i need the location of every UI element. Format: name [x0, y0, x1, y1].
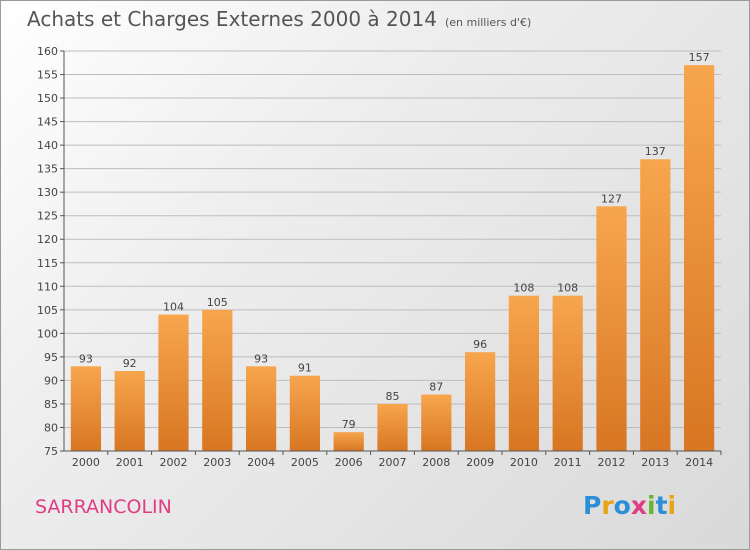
logo-letter: r — [601, 491, 614, 520]
value-label: 93 — [79, 352, 93, 365]
y-tick-label: 85 — [44, 398, 58, 411]
value-label: 127 — [601, 192, 622, 205]
bar-2000[interactable] — [70, 366, 102, 451]
y-tick-label: 100 — [37, 327, 58, 340]
x-tick-label: 2012 — [598, 456, 626, 469]
bar-2005[interactable] — [289, 375, 321, 451]
logo-letter: P — [583, 491, 602, 520]
value-label: 93 — [254, 352, 268, 365]
value-label: 105 — [207, 296, 228, 309]
bar-2003[interactable] — [202, 309, 233, 451]
y-tick-label: 150 — [37, 92, 58, 105]
logo-letter: o — [613, 491, 631, 520]
y-tick-label: 135 — [37, 163, 58, 176]
bar-2012[interactable] — [596, 206, 627, 451]
x-tick-label: 2014 — [685, 456, 713, 469]
value-label: 108 — [557, 282, 578, 295]
y-tick-label: 140 — [37, 139, 58, 152]
x-tick-label: 2006 — [335, 456, 363, 469]
value-label: 137 — [645, 145, 666, 158]
y-tick-label: 130 — [37, 186, 58, 199]
bar-2009[interactable] — [464, 352, 496, 451]
y-tick-label: 80 — [44, 421, 58, 434]
bar-2010[interactable] — [508, 295, 540, 451]
value-label: 85 — [386, 390, 400, 403]
y-tick-label: 105 — [37, 304, 58, 317]
value-label: 91 — [298, 362, 312, 375]
x-tick-label: 2010 — [510, 456, 538, 469]
value-label: 87 — [429, 381, 443, 394]
bar-2008[interactable] — [421, 394, 452, 451]
value-label: 108 — [513, 282, 534, 295]
x-tick-label: 2000 — [72, 456, 100, 469]
bar-2007[interactable] — [377, 403, 408, 451]
y-tick-label: 120 — [37, 233, 58, 246]
value-label: 79 — [342, 418, 356, 431]
bar-2006[interactable] — [333, 432, 364, 451]
logo-letter: i — [647, 491, 656, 520]
y-tick-label: 125 — [37, 210, 58, 223]
chart-title: Achats et Charges Externes 2000 à 2014 (e… — [27, 7, 531, 31]
x-tick-label: 2003 — [203, 456, 231, 469]
proxiti-logo[interactable]: Proxiti — [583, 491, 676, 520]
value-label: 157 — [689, 51, 710, 64]
x-tick-label: 2013 — [641, 456, 669, 469]
place-name: SARRANCOLIN — [35, 496, 172, 518]
value-label: 104 — [163, 301, 184, 314]
x-tick-label: 2009 — [466, 456, 494, 469]
y-tick-label: 145 — [37, 116, 58, 129]
value-label: 96 — [473, 338, 487, 351]
x-tick-label: 2011 — [554, 456, 582, 469]
bars: 93 92 104 105 93 91 79 85 87 96 108 108 127 137 157 — [70, 51, 715, 451]
value-label: 92 — [123, 357, 137, 370]
y-tick-label: 115 — [37, 257, 58, 270]
chart-title-text: Achats et Charges Externes 2000 à 2014 — [27, 7, 437, 31]
y-tick-label: 75 — [44, 445, 58, 458]
axes: 75 80 85 90 95 100 105 110 115 120 125 130 135 140 145… — [37, 45, 722, 469]
x-tick-label: 2002 — [160, 456, 188, 469]
y-tick-label: 90 — [44, 374, 58, 387]
x-tick-label: 2004 — [247, 456, 275, 469]
logo-letter: t — [655, 491, 668, 520]
bar-2011[interactable] — [552, 295, 583, 451]
bar-2014[interactable] — [683, 65, 715, 451]
x-tick-label: 2008 — [422, 456, 450, 469]
logo-letter: x — [630, 491, 647, 520]
x-tick-label: 2001 — [116, 456, 144, 469]
bar-2002[interactable] — [158, 314, 189, 451]
y-tick-label: 155 — [37, 69, 58, 82]
bar-2004[interactable] — [245, 366, 277, 451]
y-tick-label: 160 — [37, 45, 58, 58]
logo-letter: i — [667, 491, 677, 520]
y-tick-label: 95 — [44, 351, 58, 364]
bar-2013[interactable] — [640, 159, 671, 451]
x-tick-label: 2007 — [379, 456, 407, 469]
x-tick-label: 2005 — [291, 456, 319, 469]
chart-subtitle: (en milliers d'€) — [444, 16, 532, 29]
bar-2001[interactable] — [114, 371, 145, 451]
y-tick-label: 110 — [37, 280, 58, 293]
